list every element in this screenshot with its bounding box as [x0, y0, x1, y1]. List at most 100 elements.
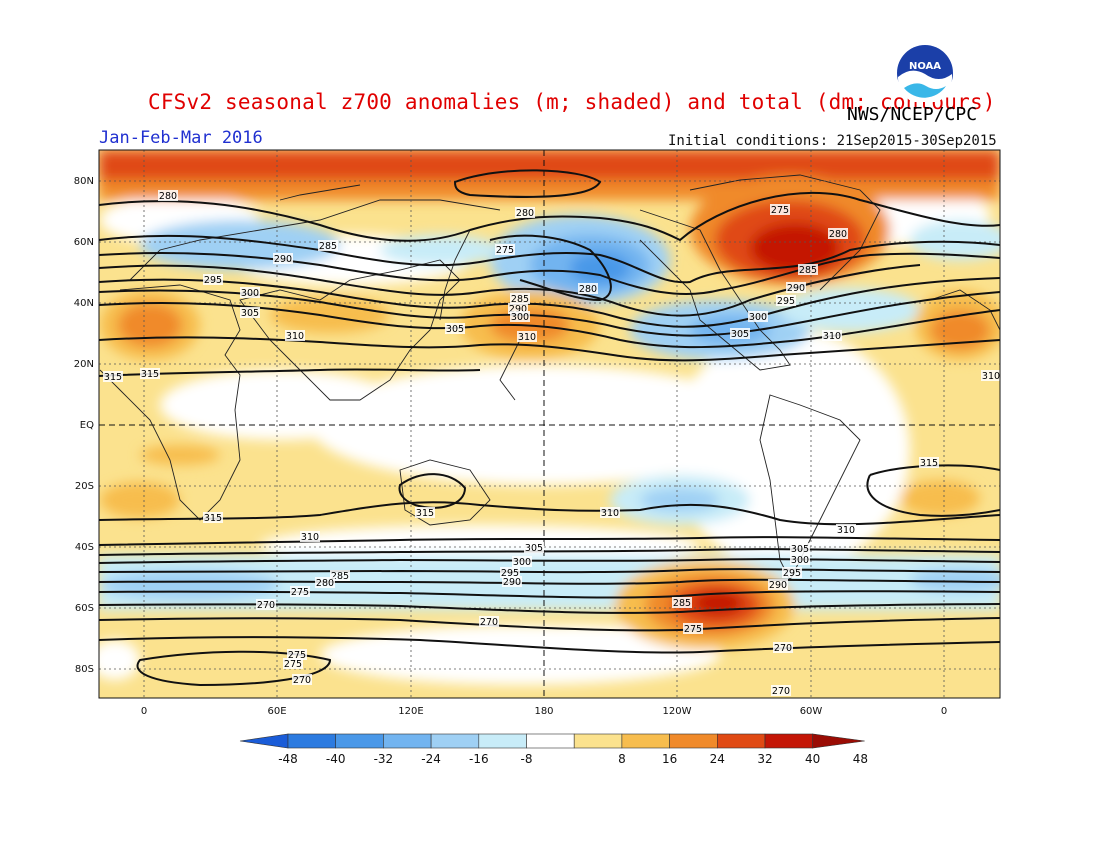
contour-label: 300 [513, 557, 531, 568]
contour-label: 310 [301, 532, 319, 543]
contour-label-bg [103, 371, 123, 382]
lat-label: 20N [74, 359, 94, 370]
colorbar-tick-label: -32 [374, 752, 394, 766]
contour-label: 300 [511, 312, 529, 323]
contour-label: 275 [771, 205, 789, 216]
contour-label: 290 [509, 304, 527, 315]
colorbar-swatch [573, 733, 623, 749]
contour-label: 310 [982, 371, 1000, 382]
colorbar-arrow-low [239, 733, 289, 749]
contour-label: 315 [104, 372, 122, 383]
contour-label-bg [782, 567, 802, 578]
contour-label-bg [240, 307, 260, 318]
contour-label-bg [770, 204, 790, 215]
contour-label-bg [981, 370, 1001, 381]
contour-label-bg [600, 507, 620, 518]
colorbar-arrow-high [812, 733, 865, 749]
contour-label: 290 [503, 577, 521, 588]
contour-label: 270 [257, 600, 275, 611]
contour-label-bg [283, 658, 303, 669]
contour-label: 305 [525, 543, 543, 554]
contour-label: 275 [284, 659, 302, 670]
contour-label-bg [203, 512, 223, 523]
contour-label: 270 [772, 686, 790, 697]
contour-label: 310 [286, 331, 304, 342]
contour-label: 300 [791, 555, 809, 566]
lat-label: 60N [74, 237, 94, 248]
colorbar-tick-label: 32 [757, 752, 772, 766]
colorbar-swatch [526, 733, 575, 749]
colorbar-swatch [621, 733, 670, 749]
longitude-labels: 0 60E 120E 180 120W 60W 0 [141, 706, 947, 717]
noaa-logo-icon: NOAA [897, 45, 953, 102]
colorbar-swatch [287, 733, 337, 749]
contour-label: 305 [446, 324, 464, 335]
contour-label-bg [445, 323, 465, 334]
contour-label-bg [315, 577, 335, 588]
colorbar-tick-label: 24 [710, 752, 725, 766]
lat-label: 80N [74, 176, 94, 187]
contour-label: 305 [731, 329, 749, 340]
contour-label: 280 [159, 191, 177, 202]
contour-label-bg [273, 253, 293, 264]
lat-label: 40S [75, 542, 94, 553]
contour-label: 315 [416, 508, 434, 519]
contour-label-bg [240, 287, 260, 298]
colorbar-tick-label: -16 [469, 752, 489, 766]
colorbar-tick-label: -40 [326, 752, 346, 766]
contour-label-bg [500, 567, 520, 578]
colorbar-tick-label: 8 [618, 752, 626, 766]
contour-label-bg [515, 207, 535, 218]
contour-label: 270 [480, 617, 498, 628]
contour-label-bg [919, 457, 939, 468]
lat-label: 20S [75, 481, 94, 492]
contour-label-bg [790, 554, 810, 565]
contour-label: 280 [579, 284, 597, 295]
contour-label: 285 [673, 598, 691, 609]
colorbar-tick-label: 48 [853, 752, 868, 766]
contour-label-bg [203, 274, 223, 285]
contour-label-bg [828, 228, 848, 239]
contour-label-bg [776, 295, 796, 306]
contour-label: 275 [496, 245, 514, 256]
contour-label: 310 [518, 332, 536, 343]
colorbar-swatch [764, 733, 814, 749]
contour-label-bg [748, 311, 768, 322]
colorbar-tick-label: -24 [421, 752, 441, 766]
contour-label-bg [771, 685, 791, 696]
lat-label: 40N [74, 298, 94, 309]
contour-label-bg [285, 330, 305, 341]
contour-label-bg [822, 330, 842, 341]
contour-label-bg [292, 674, 312, 685]
equator-dateline [99, 150, 1000, 698]
contour-label-bg [790, 543, 810, 554]
contour-label-bg [510, 293, 530, 304]
contour-label-bg [683, 623, 703, 634]
contour-label-bg [495, 244, 515, 255]
colorbar-swatch [335, 733, 384, 749]
contour-label-bg [479, 616, 499, 627]
lon-label: 180 [534, 706, 553, 717]
initial-conditions: Initial conditions: 21Sep2015-30Sep2015 [668, 133, 997, 149]
lon-label: 0 [141, 706, 147, 717]
contour-label: 315 [141, 369, 159, 380]
contour-label-bg [318, 240, 338, 251]
contour-label: 285 [331, 571, 349, 582]
colorbar-swatch [716, 733, 766, 749]
agency-label: NWS/NCEP/CPC [847, 104, 978, 125]
contour-label-bg [508, 303, 528, 314]
contour-label-bg [524, 542, 544, 553]
colorbar-swatch [383, 733, 432, 749]
contour-label-bg [773, 642, 793, 653]
contour-label: 290 [274, 254, 292, 265]
contour-label: 270 [293, 675, 311, 686]
contour-labels: 2802802852902953003053103152752802852902… [103, 190, 1001, 697]
colorbar-swatch [669, 733, 718, 749]
contour-label-bg [140, 368, 160, 379]
contour-label-bg [502, 576, 522, 587]
contour-label-bg [836, 524, 856, 535]
contour-label: 275 [684, 624, 702, 635]
contour-label-bg [158, 190, 178, 201]
contour-label: 300 [749, 312, 767, 323]
